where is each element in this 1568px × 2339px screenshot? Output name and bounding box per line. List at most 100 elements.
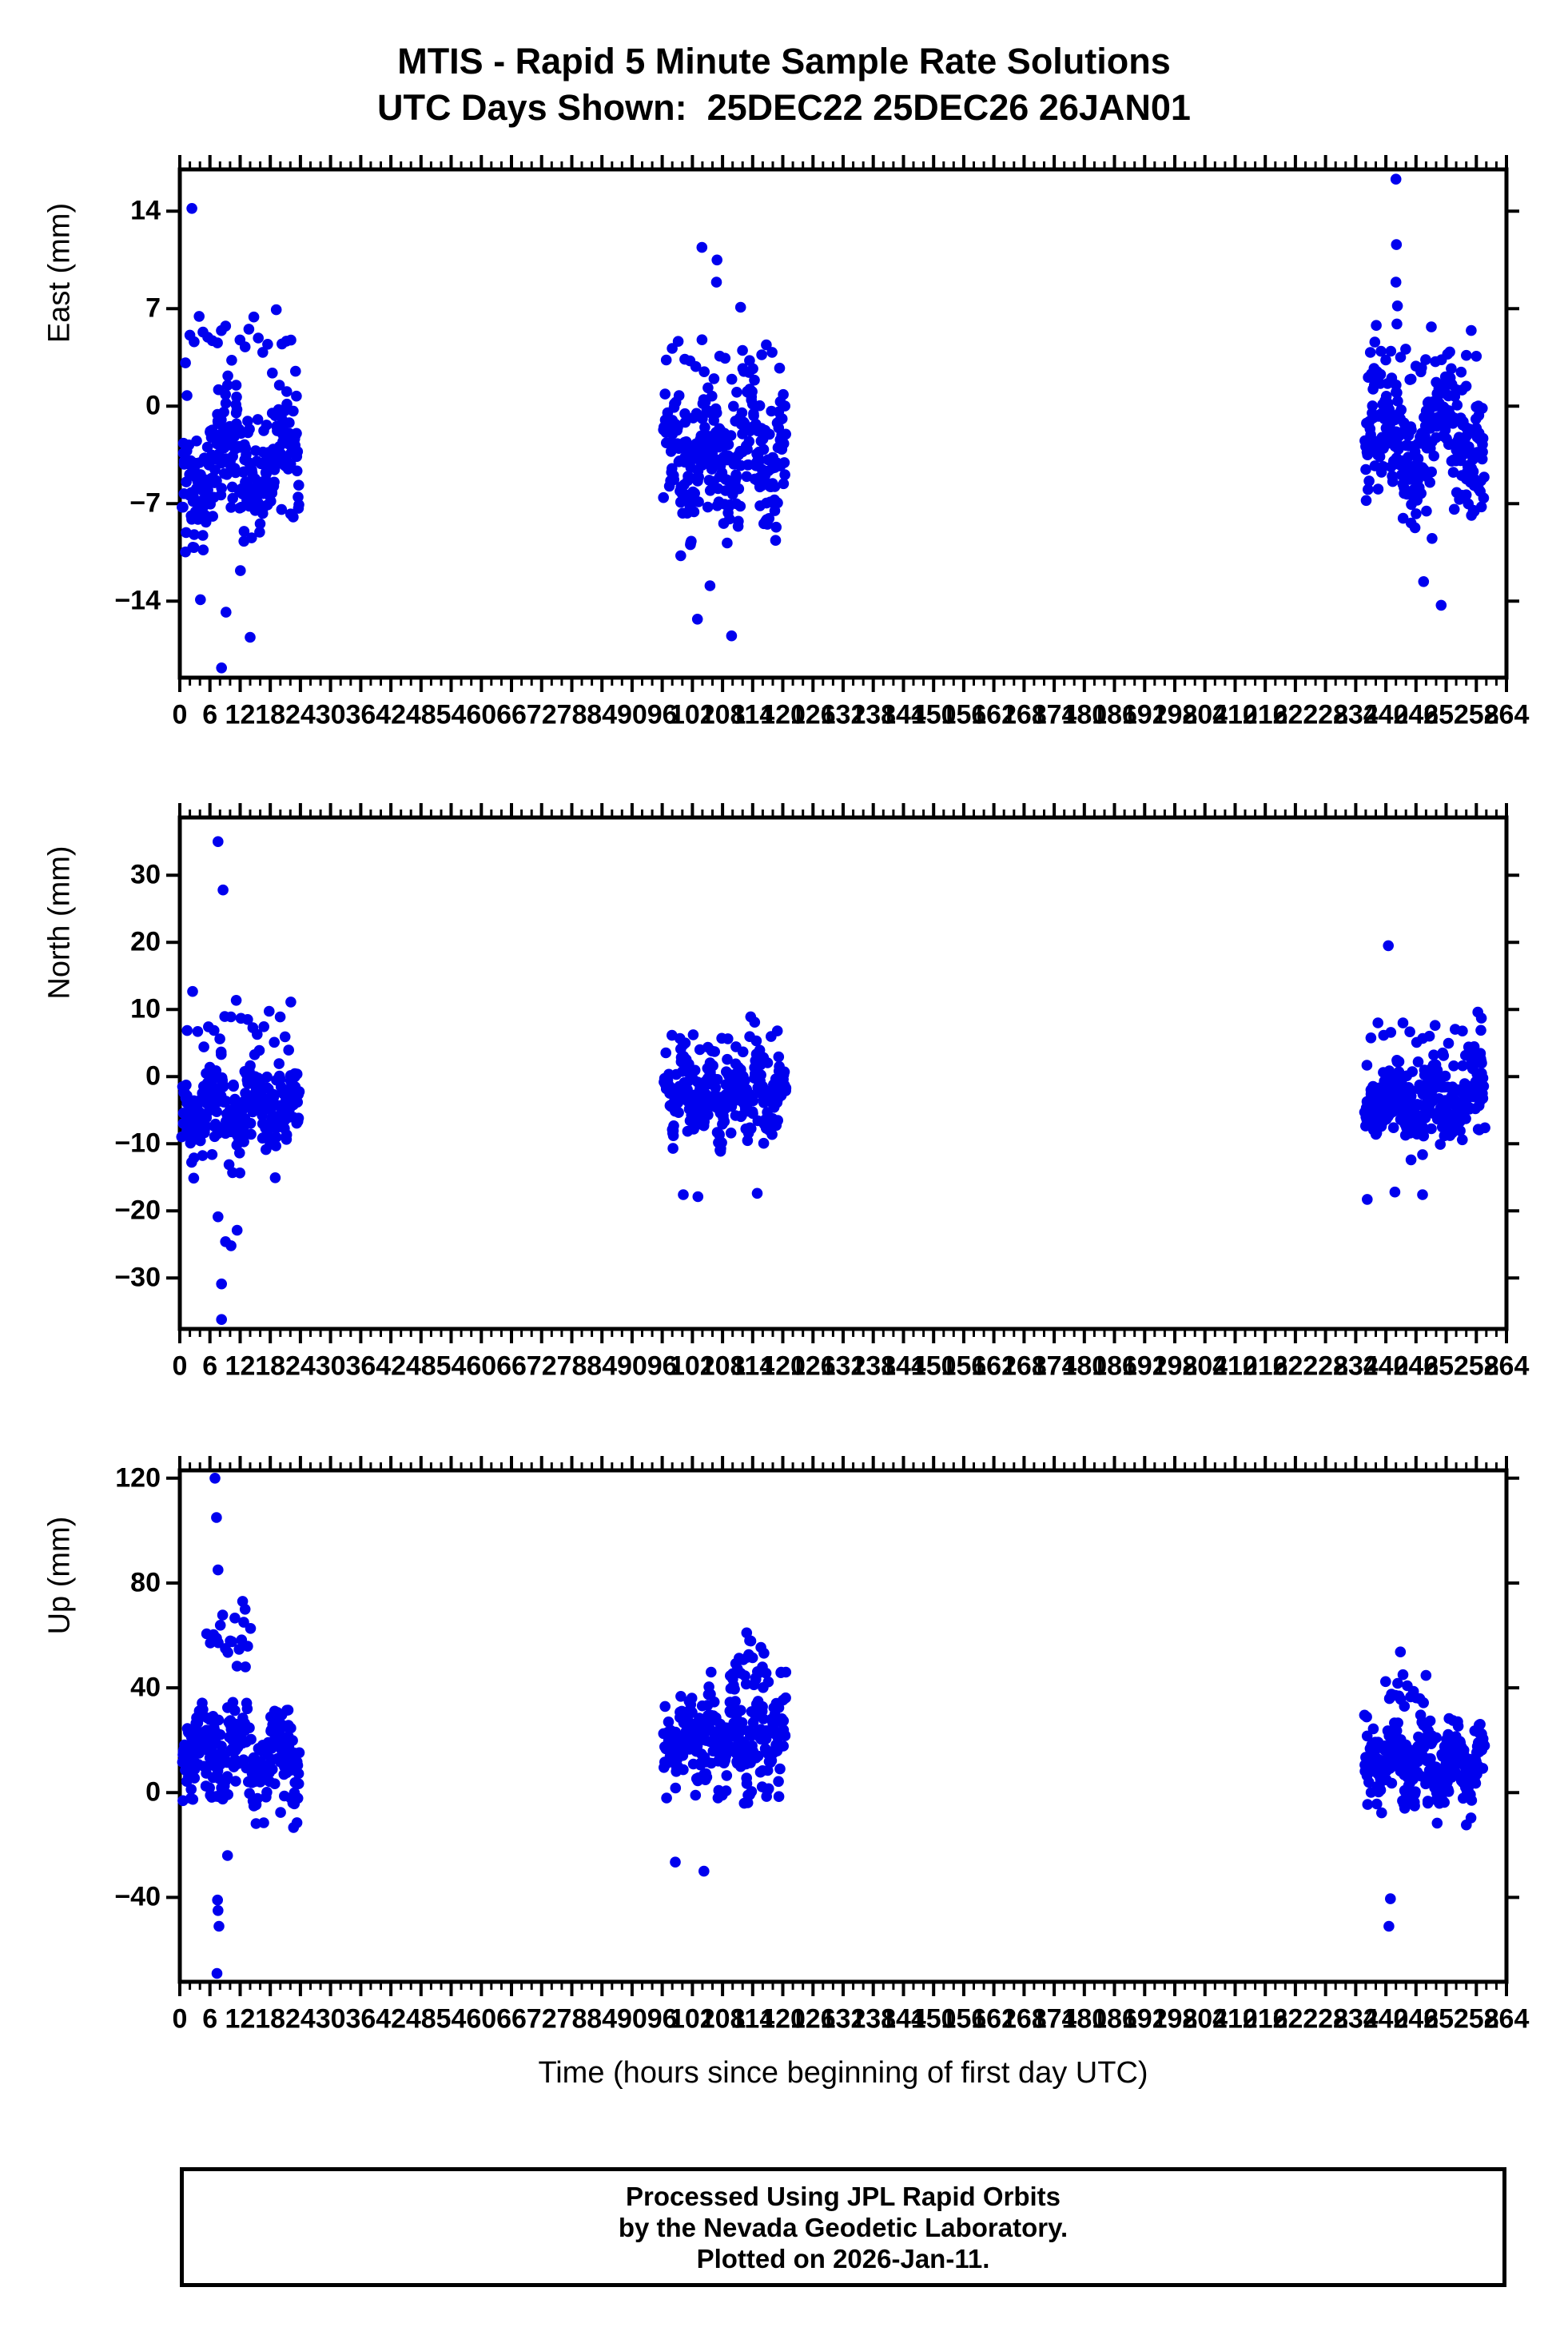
x-tick-label: 24	[285, 2003, 316, 2035]
x-tick-label: 102	[669, 2003, 715, 2035]
north-plot-frame	[177, 815, 1509, 1331]
x-tick-label: 54	[436, 1350, 467, 1382]
x-tick-label: 192	[1121, 699, 1168, 730]
x-tick-label: 246	[1393, 1350, 1439, 1382]
y-tick-label: −10	[114, 1128, 161, 1159]
footer-line-1: Processed Using JPL Rapid Orbits	[625, 2181, 1061, 2211]
x-tick-label: 216	[1242, 699, 1288, 730]
x-tick-label: 84	[587, 2003, 618, 2035]
x-tick-label: 60	[466, 699, 497, 730]
up-plot-points	[177, 1473, 1490, 1979]
x-tick-label: 72	[526, 1350, 557, 1382]
north-plot-points	[176, 836, 1490, 1325]
x-tick-label: 216	[1242, 1350, 1288, 1382]
y-tick-label: −30	[114, 1262, 161, 1293]
y-tick-label: 120	[115, 1462, 161, 1494]
x-tick-label: 84	[587, 699, 618, 730]
x-tick-label: 222	[1272, 699, 1319, 730]
x-tick-label: 210	[1212, 1350, 1258, 1382]
x-tick-label: 246	[1393, 2003, 1439, 2035]
x-tick-label: 204	[1182, 2003, 1228, 2035]
x-tick-label: 114	[730, 1350, 775, 1382]
x-tick-label: 240	[1363, 1350, 1409, 1382]
x-tick-label: 186	[1092, 2003, 1137, 2035]
footer-box: Processed Using JPL Rapid Orbits by the …	[180, 2167, 1506, 2287]
x-tick-label: 144	[881, 699, 926, 730]
major-ticks	[166, 155, 1519, 692]
y-tick-label: 20	[130, 926, 161, 957]
x-tick-label: 162	[971, 2003, 1017, 2035]
x-tick-label: 60	[466, 1350, 497, 1382]
x-tick-label: 126	[790, 1350, 836, 1382]
x-tick-label: 216	[1242, 2003, 1288, 2035]
x-tick-label: 78	[556, 699, 587, 730]
up-plot-frame	[177, 1468, 1509, 1984]
x-tick-label: 264	[1483, 2003, 1530, 2035]
x-tick-label: 66	[496, 2003, 527, 2035]
x-tick-label: 240	[1363, 2003, 1409, 2035]
chart-title: MTIS - Rapid 5 Minute Sample Rate Soluti…	[0, 38, 1568, 131]
x-tick-label: 108	[699, 699, 746, 730]
y-tick-label: −14	[114, 585, 161, 616]
y-tick-label: 0	[145, 1060, 161, 1092]
x-tick-label: 18	[255, 699, 286, 730]
x-tick-label: 126	[790, 699, 836, 730]
x-tick-label: 48	[405, 1350, 436, 1382]
x-tick-label: 36	[345, 699, 376, 730]
x-tick-label: 264	[1483, 1350, 1530, 1382]
up-axis-title: Up (mm)	[42, 1516, 77, 1635]
x-tick-label: 24	[285, 699, 316, 730]
x-tick-label: 30	[315, 2003, 346, 2035]
x-tick-label: 198	[1152, 699, 1198, 730]
x-tick-label: 162	[971, 699, 1017, 730]
x-tick-label: 240	[1363, 699, 1409, 730]
x-tick-label: 234	[1332, 1350, 1379, 1382]
x-tick-label: 180	[1061, 699, 1108, 730]
y-tick-label: 10	[130, 993, 161, 1024]
x-tick-label: 156	[941, 699, 987, 730]
x-tick-label: 120	[760, 1350, 806, 1382]
x-tick-label: 12	[225, 1350, 256, 1382]
x-tick-label: 144	[881, 2003, 926, 2035]
y-tick-label: −20	[114, 1195, 161, 1226]
x-tick-label: 12	[225, 699, 256, 730]
x-tick-label: 258	[1453, 2003, 1499, 2035]
x-tick-label: 24	[285, 1350, 316, 1382]
x-tick-label: 78	[556, 2003, 587, 2035]
x-tick-label: 144	[881, 1350, 926, 1382]
y-tick-label: 40	[130, 1672, 161, 1703]
x-tick-label: 114	[730, 699, 775, 730]
x-tick-label: 102	[669, 699, 715, 730]
y-tick-label: 80	[130, 1567, 161, 1598]
x-tick-label: 138	[850, 699, 897, 730]
x-tick-label: 228	[1303, 2003, 1348, 2035]
y-tick-label: 14	[130, 195, 161, 226]
x-tick-label: 18	[255, 2003, 286, 2035]
x-tick-label: 108	[699, 1350, 746, 1382]
x-tick-label: 168	[1001, 2003, 1047, 2035]
x-tick-label: 156	[941, 1350, 987, 1382]
x-tick-label: 102	[669, 1350, 715, 1382]
x-tick-label: 180	[1061, 1350, 1108, 1382]
x-tick-label: 186	[1092, 1350, 1137, 1382]
y-tick-label: 7	[145, 292, 161, 324]
x-tick-label: 198	[1152, 2003, 1198, 2035]
x-tick-label: 6	[202, 2003, 218, 2035]
x-tick-label: 114	[730, 2003, 775, 2035]
x-tick-label: 252	[1423, 2003, 1469, 2035]
x-tick-label: 126	[790, 2003, 836, 2035]
x-tick-label: 36	[345, 1350, 376, 1382]
chart-title-line2: UTC Days Shown: 25DEC22 25DEC26 26JAN01	[377, 87, 1191, 128]
x-tick-label: 222	[1272, 2003, 1319, 2035]
major-ticks	[166, 803, 1519, 1343]
y-tick-label: −40	[114, 1881, 161, 1912]
x-tick-label: 174	[1031, 2003, 1077, 2035]
x-tick-label: 12	[225, 2003, 256, 2035]
x-tick-label: 168	[1001, 1350, 1047, 1382]
x-tick-label: 18	[255, 1350, 286, 1382]
x-tick-label: 54	[436, 2003, 467, 2035]
x-tick-label: 90	[616, 1350, 647, 1382]
y-tick-label: −7	[129, 487, 161, 519]
x-tick-label: 0	[172, 1350, 188, 1382]
